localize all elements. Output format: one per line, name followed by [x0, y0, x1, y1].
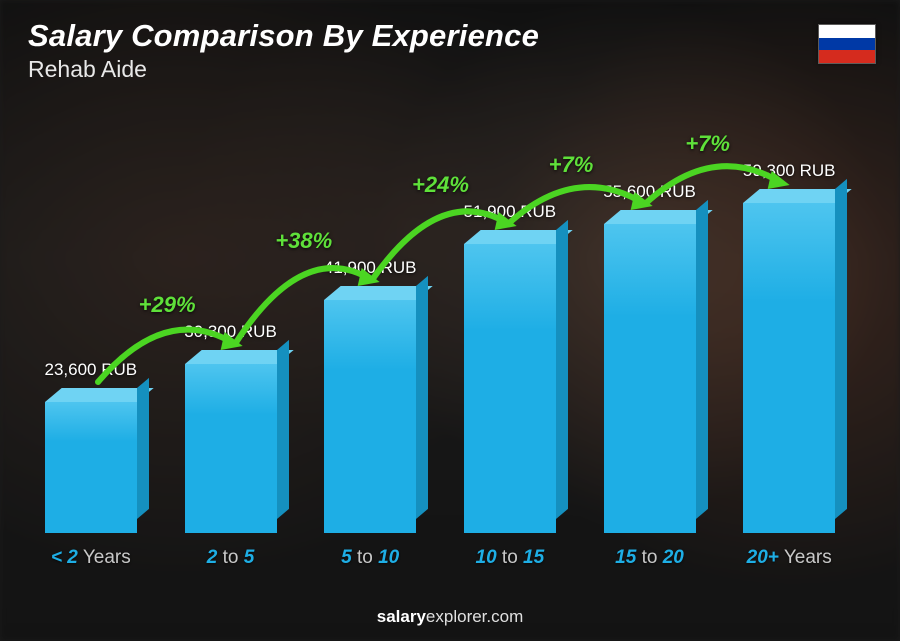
growth-pct-label: +7%	[685, 131, 730, 157]
footer-brand: salaryexplorer.com	[0, 607, 900, 627]
bar-value-label: 41,900 RUB	[324, 258, 417, 278]
growth-pct-label: +29%	[139, 292, 196, 318]
country-flag-russia	[818, 24, 876, 64]
bar	[464, 244, 556, 533]
bar-value-label: 30,300 RUB	[184, 322, 277, 342]
x-category-label: 15 to 20	[615, 547, 684, 569]
flag-stripe	[819, 38, 875, 51]
chart-column: 59,300 RUB 20+ Years	[728, 161, 850, 569]
chart-column: 30,300 RUB 2 to 5	[170, 322, 292, 569]
bar-side-face	[835, 179, 847, 519]
bar	[743, 203, 835, 533]
chart-column: 41,900 RUB 5 to 10	[309, 258, 431, 569]
growth-pct-label: +7%	[549, 152, 594, 178]
bar-value-label: 23,600 RUB	[45, 360, 138, 380]
chart-column: 55,600 RUB 15 to 20	[589, 182, 711, 569]
x-category-label: 5 to 10	[341, 547, 399, 569]
bar-front-face	[185, 364, 277, 533]
bar-front-face	[324, 300, 416, 533]
x-category-label: 10 to 15	[476, 547, 545, 569]
bar-side-face	[277, 340, 289, 519]
bar	[324, 300, 416, 533]
x-category-label: 20+ Years	[747, 547, 832, 569]
bar	[185, 364, 277, 533]
bar-value-label: 51,900 RUB	[464, 202, 557, 222]
bar	[604, 224, 696, 533]
x-category-label: 2 to 5	[207, 547, 255, 569]
header: Salary Comparison By Experience Rehab Ai…	[28, 18, 539, 83]
bar	[45, 402, 137, 533]
chart-title: Salary Comparison By Experience	[28, 18, 539, 54]
bar-front-face	[464, 244, 556, 533]
footer-brand-bold: salary	[377, 607, 426, 626]
x-category-label: < 2 Years	[51, 547, 131, 569]
bar-chart: 23,600 RUB < 2 Years 30,300 RUB 2 to 5 +29% 4…	[30, 99, 850, 569]
chart-subtitle: Rehab Aide	[28, 56, 539, 83]
bar-side-face	[416, 276, 428, 519]
bar-front-face	[604, 224, 696, 533]
chart-column: 23,600 RUB < 2 Years	[30, 360, 152, 569]
bar-side-face	[556, 220, 568, 519]
flag-stripe	[819, 25, 875, 38]
bar-side-face	[696, 200, 708, 519]
bar-value-label: 59,300 RUB	[743, 161, 836, 181]
footer-brand-rest: explorer.com	[426, 607, 523, 626]
bar-front-face	[45, 402, 137, 533]
bar-side-face	[137, 378, 149, 519]
bar-front-face	[743, 203, 835, 533]
growth-pct-label: +38%	[275, 228, 332, 254]
growth-pct-label: +24%	[412, 172, 469, 198]
flag-stripe	[819, 50, 875, 63]
chart-column: 51,900 RUB 10 to 15	[449, 202, 571, 569]
bar-value-label: 55,600 RUB	[603, 182, 696, 202]
